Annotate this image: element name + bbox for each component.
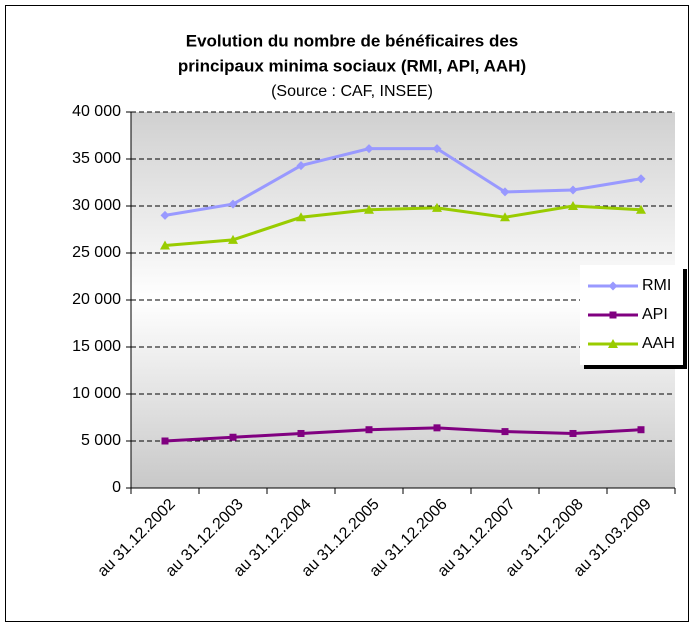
marker (432, 202, 442, 212)
y-tick-label: 40 000 (72, 103, 121, 120)
y-tick-label: 25 000 (72, 244, 121, 261)
marker (569, 429, 577, 437)
y-tick-label: 35 000 (72, 150, 121, 167)
series-line (164, 147, 642, 217)
marker (501, 428, 509, 436)
marker (432, 144, 442, 154)
marker (160, 210, 170, 220)
marker (365, 426, 373, 434)
y-tick-label: 30 000 (72, 197, 121, 214)
y-tick-label: 10 000 (72, 385, 121, 402)
marker (364, 144, 374, 154)
legend-label: AAH (642, 335, 675, 352)
series-line (164, 426, 642, 443)
legend-label: RMI (642, 277, 671, 294)
marker (608, 281, 618, 291)
series-line (164, 204, 642, 247)
y-tick-label: 15 000 (72, 338, 121, 355)
marker (160, 240, 170, 250)
y-tick-label: 20 000 (72, 291, 121, 308)
y-tick-label: 5 000 (81, 432, 121, 449)
marker (228, 199, 238, 209)
chart-title: principaux minima sociaux (RMI, API, AAH… (178, 56, 526, 75)
marker (433, 424, 441, 432)
y-tick-label: 0 (112, 479, 121, 496)
marker (229, 433, 237, 441)
marker (636, 204, 646, 214)
marker (364, 204, 374, 214)
marker (296, 212, 306, 222)
marker (636, 174, 646, 184)
chart-title: Evolution du nombre de bénéficaires des (186, 31, 519, 50)
marker (609, 311, 617, 319)
marker (608, 339, 618, 348)
marker (568, 185, 578, 195)
legend-label: API (642, 306, 668, 323)
marker (161, 437, 169, 445)
chart-subtitle: (Source : CAF, INSEE) (271, 83, 433, 100)
marker (297, 429, 305, 437)
marker (637, 426, 645, 434)
marker (500, 187, 510, 197)
marker (568, 201, 578, 210)
marker (296, 161, 306, 171)
marker (228, 234, 238, 244)
marker (500, 212, 510, 222)
